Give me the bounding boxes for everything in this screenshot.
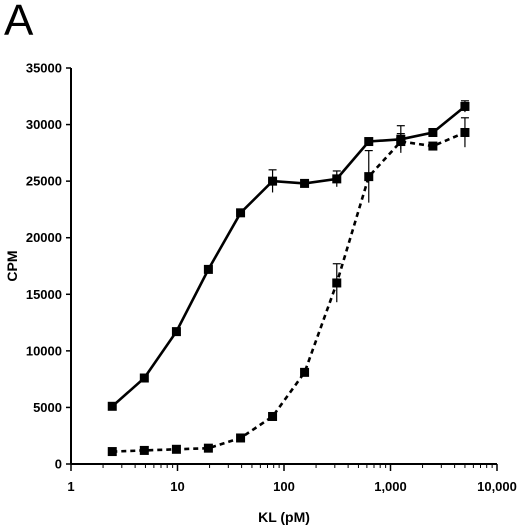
data-point — [268, 176, 278, 186]
y-tick-label: 0 — [55, 457, 62, 472]
x-tick-label: 10 — [170, 479, 184, 494]
y-tick-label: 15000 — [26, 287, 62, 302]
data-point — [364, 137, 374, 147]
y-tick-label: 35000 — [26, 61, 62, 76]
x-tick-label: 1,000 — [374, 479, 407, 494]
y-tick-label: 20000 — [26, 230, 62, 245]
data-point — [236, 433, 246, 443]
x-tick-label: 10,000 — [477, 479, 517, 494]
data-point — [107, 447, 117, 457]
series-line-2 — [112, 131, 466, 453]
axes: 0 5000 10000 15000 20000 25000 30000 35000 1 10 10… — [26, 61, 517, 495]
data-point — [107, 401, 117, 411]
data-point — [171, 327, 181, 337]
data-point — [332, 174, 342, 184]
data-point — [428, 141, 438, 151]
data-point — [300, 367, 310, 377]
data-point — [428, 127, 438, 137]
y-tick-label: 30000 — [26, 117, 62, 132]
data-point — [332, 278, 342, 288]
x-axis-title: KL (pM) — [258, 509, 310, 525]
data-point — [203, 264, 213, 274]
data-point — [236, 208, 246, 218]
y-axis-title: CPM — [4, 250, 20, 281]
data-point — [460, 101, 470, 111]
data-point — [300, 178, 310, 188]
y-tick-label: 25000 — [26, 174, 62, 189]
x-tick-label: 100 — [273, 479, 295, 494]
data-point — [364, 172, 374, 182]
data-point — [460, 127, 470, 137]
data-point — [203, 443, 213, 453]
data-point — [171, 444, 181, 454]
data-point — [139, 445, 149, 455]
series-line-1 — [111, 105, 466, 408]
data-point — [268, 411, 278, 421]
y-tick-label: 5000 — [33, 400, 62, 415]
y-tick-label: 10000 — [26, 343, 62, 358]
panel-label: A — [4, 0, 34, 45]
data-point — [139, 373, 149, 383]
data-marks — [107, 100, 470, 457]
x-tick-label: 1 — [67, 479, 74, 494]
data-point — [396, 137, 406, 147]
